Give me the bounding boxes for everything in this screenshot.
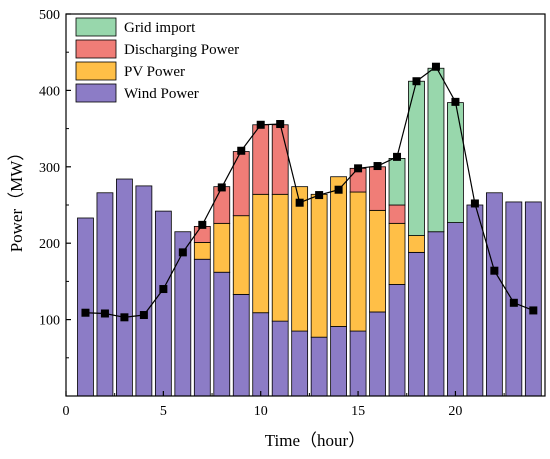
bar-pv-power-15 [349, 191, 367, 332]
line-point-2 [100, 309, 109, 318]
line-point-10 [256, 120, 265, 129]
bar-wind-power-4 [135, 185, 153, 397]
legend-label-3: Wind Power [124, 86, 199, 102]
y-tick-label-100: 100 [39, 314, 60, 329]
x-tick-label-0: 0 [63, 404, 70, 419]
x-tick-label-5: 5 [160, 404, 167, 419]
bar-discharging-power-17 [388, 204, 406, 224]
bar-wind-power-13 [310, 336, 328, 397]
bar-pv-power-7 [193, 242, 211, 260]
line-point-6 [178, 248, 187, 257]
line-point-20 [451, 97, 460, 106]
legend-label-2: PV Power [124, 64, 185, 80]
line-point-12 [295, 198, 304, 207]
bar-wind-power-15 [349, 330, 367, 397]
bar-grid-import-17 [388, 157, 406, 206]
bar-pv-power-8 [213, 222, 231, 273]
bar-pv-power-11 [271, 193, 289, 322]
bar-pv-power-18 [408, 235, 425, 253]
bar-wind-power-16 [369, 311, 386, 397]
legend-label-1: Discharging Power [124, 42, 239, 58]
bar-discharging-power-11 [271, 124, 289, 195]
line-point-5 [159, 285, 168, 294]
y-tick-label-300: 300 [39, 161, 60, 176]
bar-discharging-power-8 [213, 186, 231, 224]
x-tick-label-20: 20 [448, 404, 462, 419]
bar-pv-power-10 [252, 193, 270, 314]
bar-wind-power-10 [252, 312, 270, 397]
bar-wind-power-1 [77, 217, 94, 397]
bar-wind-power-11 [271, 320, 289, 397]
bar-pv-power-13 [310, 193, 328, 338]
line-point-21 [470, 199, 479, 208]
axes-layer: 100 200 300 400 500 0 5 10 15 20 [39, 8, 546, 419]
x-tick-label-15: 15 [351, 404, 365, 419]
bar-pv-power-9 [232, 215, 250, 295]
y-tick-label-400: 400 [39, 84, 60, 99]
legend-swatch-1 [75, 39, 117, 59]
load-line [85, 65, 534, 318]
bar-grid-import-20 [447, 102, 464, 223]
bar-wind-power-21 [466, 204, 484, 397]
legend-label-0: Grid import [124, 20, 196, 36]
line-point-1 [81, 308, 90, 317]
line-point-22 [490, 266, 499, 275]
legend-swatch-2 [75, 61, 117, 81]
bars-layer [77, 67, 542, 397]
bar-wind-power-24 [524, 201, 542, 397]
line-point-17 [393, 152, 402, 161]
legend-swatch-3 [75, 83, 117, 103]
legend: Grid import Discharging Power PV Power Wind… [75, 17, 239, 103]
bar-discharging-power-10 [252, 124, 270, 195]
line-point-13 [315, 191, 324, 200]
bar-wind-power-2 [96, 192, 114, 397]
line-point-24 [529, 306, 538, 315]
legend-swatch-0 [75, 17, 117, 37]
line-point-9 [237, 146, 246, 155]
bar-wind-power-7 [193, 258, 211, 397]
line-point-16 [373, 162, 382, 171]
bar-pv-power-14 [330, 176, 347, 327]
y-tick-label-500: 500 [39, 8, 60, 23]
bar-pv-power-12 [291, 186, 309, 332]
line-point-3 [120, 313, 129, 322]
bar-wind-power-17 [388, 284, 406, 397]
line-point-18 [412, 77, 421, 86]
bar-grid-import-19 [427, 67, 445, 233]
line-layer [81, 62, 538, 322]
bar-wind-power-14 [330, 326, 347, 397]
line-point-11 [276, 120, 285, 129]
line-point-7 [198, 220, 207, 229]
line-point-15 [354, 164, 363, 173]
y-axis-title: Power（MW） [7, 144, 26, 253]
bar-wind-power-20 [447, 222, 464, 397]
bar-pv-power-16 [369, 209, 386, 313]
bar-wind-power-5 [154, 210, 172, 397]
bar-pv-power-17 [388, 222, 406, 285]
bar-wind-power-9 [232, 293, 250, 397]
line-point-14 [334, 185, 343, 194]
line-point-8 [217, 183, 226, 192]
x-tick-label-10: 10 [254, 404, 268, 419]
bar-wind-power-3 [116, 178, 133, 397]
bar-wind-power-22 [485, 192, 503, 397]
bar-wind-power-18 [408, 251, 425, 397]
bar-wind-power-8 [213, 271, 231, 397]
y-tick-label-200: 200 [39, 237, 60, 252]
bar-discharging-power-16 [369, 166, 386, 211]
bar-wind-power-19 [427, 231, 445, 397]
line-point-4 [139, 311, 148, 320]
line-point-19 [431, 62, 440, 71]
bar-wind-power-12 [291, 330, 309, 397]
bar-wind-power-6 [174, 231, 192, 397]
line-point-23 [509, 298, 518, 307]
x-axis-title: Time（hour） [265, 431, 365, 450]
